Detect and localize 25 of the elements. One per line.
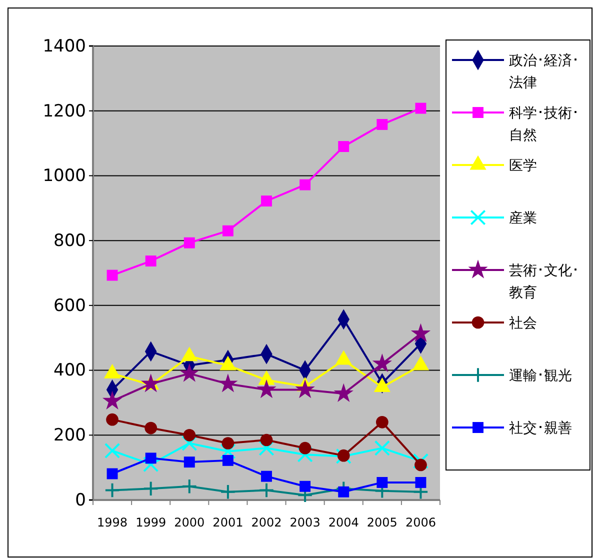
legend-label: 社会 xyxy=(509,316,537,332)
x-tick-label: 2005 xyxy=(366,516,398,530)
y-tick-label: 1000 xyxy=(42,166,86,186)
x-tick-label: 1999 xyxy=(136,516,166,530)
y-tick-label: 400 xyxy=(54,360,86,381)
legend-label: 医学 xyxy=(509,158,537,174)
x-tick-label: 2004 xyxy=(328,516,359,530)
x-tick-label: 2006 xyxy=(405,516,436,530)
x-tick-label: 2003 xyxy=(290,516,320,530)
y-tick-label: 1400 xyxy=(42,36,86,56)
x-tick-label: 2000 xyxy=(174,516,205,530)
y-tick-label: 800 xyxy=(54,231,86,252)
legend-label: 芸術･文化･教育 xyxy=(509,263,579,301)
x-tick-label: 2001 xyxy=(212,516,244,530)
legend-label: 運輸･観光 xyxy=(509,368,572,384)
legend-label: 産業 xyxy=(509,210,537,226)
y-tick-label: 200 xyxy=(54,426,86,446)
legend-label: 政治･経済･法律 xyxy=(509,53,579,91)
y-tick-label: 600 xyxy=(54,296,86,316)
x-tick-label: 1998 xyxy=(97,516,128,530)
legend-label: 科学･技術･自然 xyxy=(509,106,579,144)
y-tick-label: 1200 xyxy=(42,101,86,122)
legend-label: 社交･親善 xyxy=(509,420,572,436)
x-tick-label: 2002 xyxy=(251,516,282,530)
y-tick-label: 0 xyxy=(75,490,86,510)
